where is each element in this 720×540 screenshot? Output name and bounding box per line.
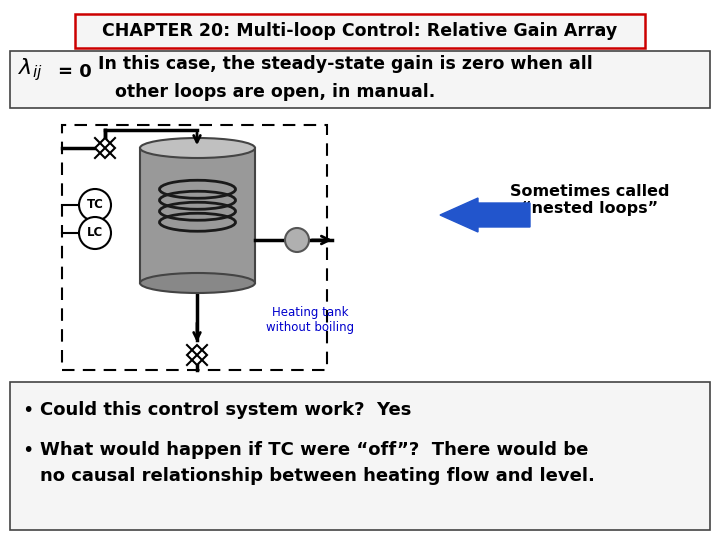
Text: LC: LC: [87, 226, 103, 240]
Bar: [140, 148, 255, 283]
Ellipse shape: [140, 273, 255, 293]
Text: Could this control system work?  Yes: Could this control system work? Yes: [40, 401, 411, 419]
Text: What would happen if TC were “off”?  There would be: What would happen if TC were “off”? Ther…: [40, 441, 588, 459]
Polygon shape: [187, 345, 207, 365]
Text: no causal relationship between heating flow and level.: no causal relationship between heating f…: [40, 467, 595, 485]
Text: = 0: = 0: [58, 63, 91, 81]
Circle shape: [79, 217, 111, 249]
Text: •: •: [22, 441, 33, 460]
Text: Heating tank
without boiling: Heating tank without boiling: [266, 306, 354, 334]
Bar: [10, 51, 710, 108]
Text: TC: TC: [86, 199, 104, 212]
Bar: [10, 382, 710, 530]
Text: In this case, the steady-state gain is zero when all: In this case, the steady-state gain is z…: [98, 55, 593, 73]
Ellipse shape: [140, 138, 255, 158]
Text: $\lambda_{ij}$: $\lambda_{ij}$: [18, 57, 42, 83]
Bar: [62, 125, 327, 370]
Polygon shape: [95, 138, 115, 158]
Text: other loops are open, in manual.: other loops are open, in manual.: [115, 83, 436, 101]
Text: Sometimes called
“nested loops”: Sometimes called “nested loops”: [510, 184, 670, 216]
Text: •: •: [22, 401, 33, 420]
Bar: [75, 14, 645, 48]
Text: CHAPTER 20: Multi-loop Control: Relative Gain Array: CHAPTER 20: Multi-loop Control: Relative…: [102, 22, 618, 40]
Circle shape: [285, 228, 309, 252]
Circle shape: [79, 189, 111, 221]
FancyArrow shape: [440, 198, 530, 232]
